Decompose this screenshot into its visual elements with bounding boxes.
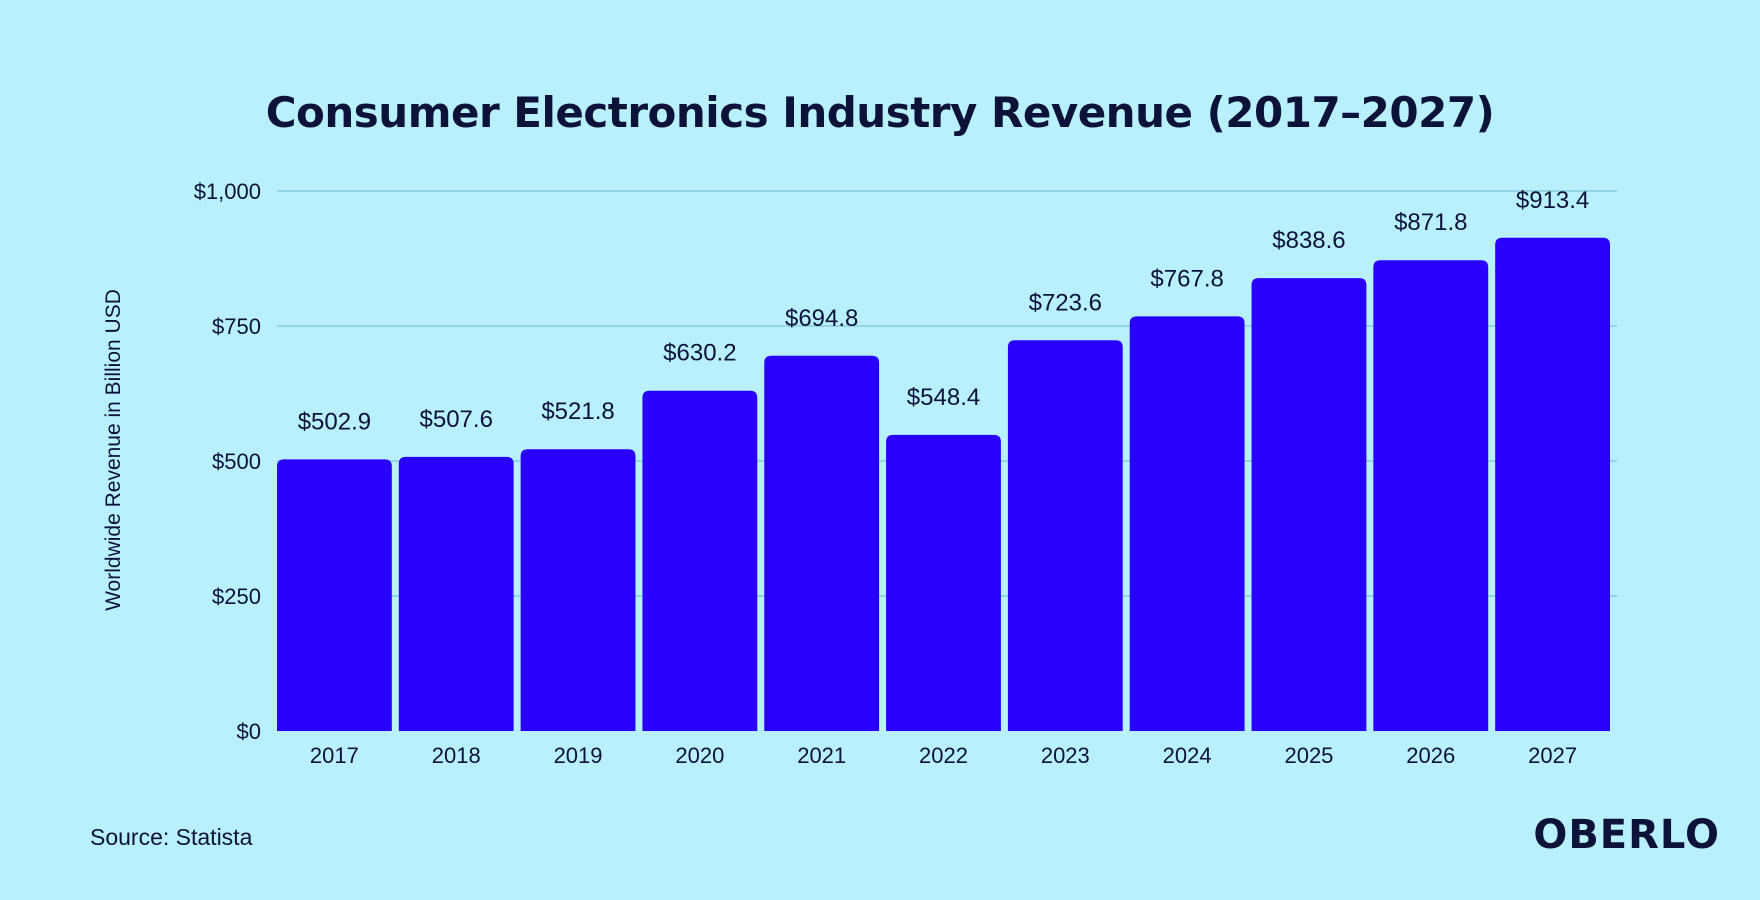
bar [1129, 316, 1245, 731]
y-tick-label: $1,000 [194, 179, 261, 204]
data-label: $507.6 [420, 406, 493, 433]
y-tick-label: $250 [212, 584, 261, 609]
bar [398, 456, 514, 731]
x-tick-label: 2025 [1284, 743, 1333, 768]
data-label: $913.4 [1516, 187, 1589, 214]
y-tick-label: $500 [212, 449, 261, 474]
bar [1251, 278, 1367, 731]
x-tick-label: 2021 [797, 743, 846, 768]
x-tick-label: 2027 [1528, 743, 1577, 768]
x-tick-label: 2022 [919, 743, 968, 768]
source-note: Source: Statista [90, 824, 253, 850]
bar [886, 434, 1001, 731]
labels: $0 $250 $500 $750 $1,000 $502.9 2017 $507.6 2018… [194, 179, 1590, 768]
bar [764, 355, 880, 731]
x-tick-label: 2026 [1406, 743, 1455, 768]
bar [1373, 260, 1489, 731]
bar [277, 459, 392, 731]
data-label: $838.6 [1272, 227, 1345, 254]
data-label: $767.8 [1150, 265, 1223, 292]
data-label: $694.8 [785, 305, 858, 332]
data-label: $630.2 [663, 340, 736, 367]
data-label: $521.8 [541, 398, 614, 425]
data-label: $871.8 [1394, 209, 1467, 236]
bar [1007, 340, 1123, 731]
x-tick-label: 2019 [554, 743, 603, 768]
data-label: $723.6 [1029, 289, 1102, 316]
data-label: $502.9 [298, 408, 371, 435]
bar [1495, 237, 1610, 731]
data-label: $548.4 [907, 384, 980, 411]
bar [520, 449, 636, 731]
bars [277, 237, 1610, 731]
x-tick-label: 2017 [310, 743, 359, 768]
x-tick-label: 2020 [675, 743, 724, 768]
y-tick-label: $0 [237, 719, 261, 744]
x-tick-label: 2023 [1041, 743, 1090, 768]
y-tick-label: $750 [212, 314, 261, 339]
oberlo-logo: OBERLO [1533, 812, 1720, 858]
x-tick-label: 2024 [1163, 743, 1212, 768]
chart-title: Consumer Electronics Industry Revenue (2… [265, 88, 1495, 137]
x-tick-label: 2018 [432, 743, 481, 768]
bar [642, 390, 758, 731]
y-axis-label: Worldwide Revenue in Billion USD [102, 289, 125, 611]
